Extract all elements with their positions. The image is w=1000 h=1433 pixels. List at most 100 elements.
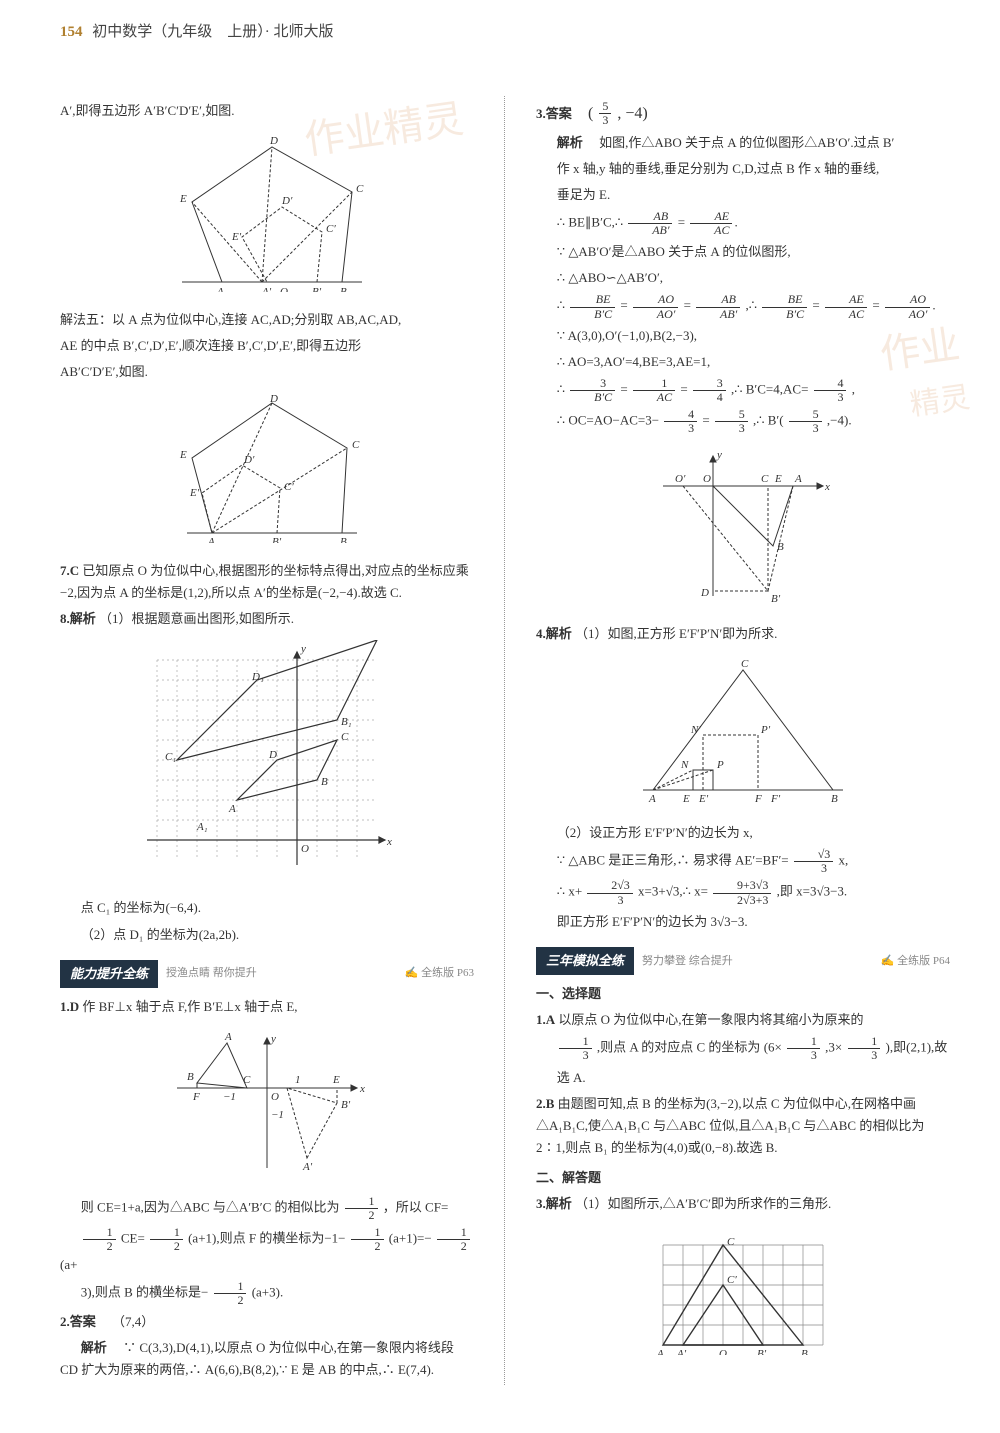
svg-text:A: A: [216, 286, 224, 292]
svg-text:F′: F′: [770, 793, 781, 805]
svg-text:−1: −1: [223, 1091, 236, 1103]
banner2-title: 三年模拟全练: [536, 947, 634, 975]
svg-text:A₁: A₁: [196, 821, 208, 833]
svg-text:A: A: [794, 473, 802, 485]
svg-text:B: B: [340, 536, 347, 543]
svg-text:O: O: [703, 473, 711, 485]
figure-grid-dilation: x y O A A₁ B B₁ C C₁ D D₁: [60, 640, 474, 887]
q4-c: ∵ △ABC 是正三角形,∴ 易求得 AE′=BF′= √33 x,: [536, 848, 950, 875]
r2-num: 2.B: [536, 1096, 554, 1111]
r3-num: 3.解析: [536, 1196, 572, 1211]
banner-sub: 授渔点睛 帮你提升: [166, 964, 405, 983]
svg-text:y: y: [270, 1033, 276, 1045]
page-title: 初中数学（九年级 上册）· 北师大版: [92, 24, 333, 40]
q3-l2: ∵ △AB′O′是△ABO 关于点 A 的位似图形,: [536, 241, 950, 263]
b1-q2-ex: 解析 ∵ C(3,3),D(4,1),以原点 O 为位似中心,在第一象限内将线段…: [60, 1337, 474, 1381]
r1: 1.A 以原点 O 为位似中心,在第一象限内将其缩小为原来的: [536, 1009, 950, 1031]
q3-l7: ∴ 3B′C = 1AC = 34 ,∴ B′C=4,AC= 43 ,: [536, 377, 950, 404]
page-header: 154 初中数学（九年级 上册）· 北师大版: [0, 0, 1000, 46]
q3-num: 3.答案: [536, 106, 572, 121]
svg-text:E′: E′: [189, 487, 200, 499]
q8-a: （1）根据题意画出图形,如图所示.: [99, 611, 294, 626]
svg-text:C: C: [727, 1236, 735, 1248]
figure-triangle-axes: A A′ B B′ C 1 E F −1 O −1 x y: [60, 1028, 474, 1185]
svg-text:F: F: [192, 1091, 200, 1103]
page-number: 154: [60, 24, 83, 40]
svg-text:E: E: [179, 449, 187, 461]
figure-grid-triangle: A A′ O B′ B C C′: [536, 1225, 950, 1362]
banner-ability: 能力提升全练 授渔点睛 帮你提升 ✍ 全练版 P63: [60, 960, 474, 988]
intro-text: A′,即得五边形 A′B′C′D′E′,如图.: [60, 100, 474, 122]
b1-q1-head: 1.D 作 BF⊥x 轴于点 F,作 B′E⊥x 轴于点 E,: [60, 996, 474, 1018]
sol5-line2: AE 的中点 B′,C′,D′,E′,顺次连接 B′,C′,D′,E′,即得五边…: [60, 335, 474, 357]
sol5-line3: AB′C′D′E′,如图.: [60, 361, 474, 383]
svg-text:C: C: [352, 439, 360, 451]
figure-pentagon-similar-O: A A′ O B′ B C C′ D D′ E E′: [60, 132, 474, 299]
q3-ex2: 作 x 轴,y 轴的垂线,垂足分别为 C,D,过点 B 作 x 轴的垂线,: [536, 158, 950, 180]
section-answer: 二、解答题: [536, 1167, 950, 1189]
svg-text:A: A: [228, 803, 236, 815]
q4-e: 即正方形 E′F′P′N′的边长为 3√3−3.: [536, 911, 950, 933]
svg-text:x: x: [824, 481, 830, 493]
r2: 2.B 由题图可知,点 B 的坐标为(3,−2),以点 C 为位似中心,在网格中…: [536, 1093, 950, 1159]
r1-cont: 13 ,则点 A 的对应点 C 的坐标为 (6× 13 ,3× 13 ),即(2…: [536, 1035, 950, 1062]
svg-text:B: B: [340, 286, 347, 292]
svg-text:A: A: [224, 1031, 232, 1043]
q3-l8: ∴ OC=AO−AC=3− 43 = 53 ,∴ B′( 53 ,−4).: [536, 408, 950, 435]
svg-text:B₁: B₁: [341, 716, 352, 728]
svg-text:B′: B′: [341, 1099, 351, 1111]
q7: 7.C 已知原点 O 为位似中心,根据图形的坐标特点得出,对应点的坐标应乘−2,…: [60, 560, 474, 604]
svg-text:F: F: [754, 793, 762, 805]
svg-text:B′: B′: [272, 536, 282, 543]
svg-text:−1: −1: [271, 1109, 284, 1121]
svg-text:C′: C′: [284, 481, 294, 493]
b1-q1-num: 1.D: [60, 999, 79, 1014]
r1-end: 选 A.: [536, 1067, 950, 1089]
svg-text:B: B: [321, 776, 328, 788]
banner-right: ✍ 全练版 P63: [405, 964, 474, 983]
q3-ans: 3.答案 ( 53 , −4): [536, 100, 950, 128]
q3-l5: ∵ A(3,0),O′(−1,0),B(2,−3),: [536, 325, 950, 347]
q4-head: 4.解析 （1）如图,正方形 E′F′P′N′即为所求.: [536, 623, 950, 645]
svg-text:B′: B′: [312, 286, 322, 292]
banner2-sub: 努力攀登 综合提升: [642, 952, 881, 971]
svg-text:C: C: [741, 658, 749, 670]
banner-title: 能力提升全练: [60, 960, 158, 988]
page-body: 作业精灵 A′,即得五边形 A′B′C′D′E′,如图. A A′ O B′ B…: [0, 46, 1000, 1426]
svg-text:B′: B′: [771, 593, 781, 605]
svg-text:O: O: [271, 1091, 279, 1103]
left-column: 作业精灵 A′,即得五边形 A′B′C′D′E′,如图. A A′ O B′ B…: [60, 96, 474, 1386]
svg-text:B: B: [831, 793, 838, 805]
svg-text:A: A: [648, 793, 656, 805]
svg-text:C: C: [761, 473, 769, 485]
q3-l4: ∴ BEB′C = AOAO′ = ABAB′ ,∴ BEB′C = AEAC …: [536, 293, 950, 320]
b1-q1-line3: 3),则点 B 的横坐标是− 12 (a+3).: [60, 1280, 474, 1307]
svg-text:B: B: [187, 1071, 194, 1083]
svg-text:A′: A′: [676, 1348, 687, 1355]
svg-text:C: C: [356, 183, 364, 195]
svg-text:P′: P′: [760, 724, 771, 736]
q7-text: 已知原点 O 为位似中心,根据图形的坐标特点得出,对应点的坐标应乘−2,因为点 …: [60, 563, 469, 600]
figure-dilation-axes: x y O O′ C E A B B′ D: [536, 446, 950, 613]
sol5-line1: 解法五：以 A 点为位似中心,连接 AC,AD;分别取 AB,AC,AD,: [60, 309, 474, 331]
svg-text:O: O: [280, 286, 288, 292]
q8-num: 8.解析: [60, 611, 96, 626]
q7-num: 7.C: [60, 563, 79, 578]
svg-text:C′: C′: [727, 1274, 737, 1286]
q3-ex-head: 解析 如图,作△ABO 关于点 A 的位似图形△AB′O′.过点 B′: [536, 132, 950, 154]
q3-l3: ∴ △ABO∽△AB′O′,: [536, 267, 950, 289]
svg-text:B: B: [801, 1348, 808, 1355]
q3-l6: ∴ AO=3,AO′=4,BE=3,AE=1,: [536, 351, 950, 373]
svg-text:A′: A′: [261, 286, 272, 292]
q4-d: ∴ x+ 2√33 x=3+√3,∴ x= 9+3√32√3+3 ,即 x=3√…: [536, 879, 950, 906]
b1-q2-num: 2.答案: [60, 1314, 96, 1329]
svg-text:D: D: [700, 587, 709, 599]
svg-text:C: C: [341, 731, 349, 743]
svg-text:O′: O′: [675, 473, 686, 485]
q3-ex3: 垂足为 E.: [536, 184, 950, 206]
r1-num: 1.A: [536, 1012, 555, 1027]
banner2-right: ✍ 全练版 P64: [881, 952, 950, 971]
svg-text:D: D: [269, 393, 278, 405]
svg-text:y: y: [716, 449, 722, 461]
svg-text:D: D: [269, 135, 278, 147]
